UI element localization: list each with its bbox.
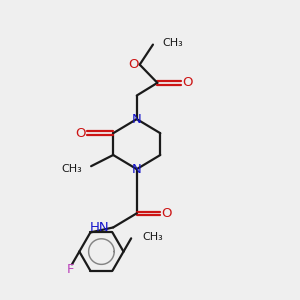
Text: N: N bbox=[132, 163, 142, 176]
Text: CH₃: CH₃ bbox=[61, 164, 82, 173]
Text: N: N bbox=[132, 112, 142, 126]
Text: O: O bbox=[182, 76, 193, 89]
Text: O: O bbox=[75, 127, 86, 140]
Text: O: O bbox=[161, 207, 172, 220]
Text: F: F bbox=[67, 263, 74, 276]
Text: O: O bbox=[128, 58, 139, 71]
Text: HN: HN bbox=[90, 221, 110, 234]
Text: CH₃: CH₃ bbox=[162, 38, 183, 48]
Text: CH₃: CH₃ bbox=[142, 232, 163, 242]
